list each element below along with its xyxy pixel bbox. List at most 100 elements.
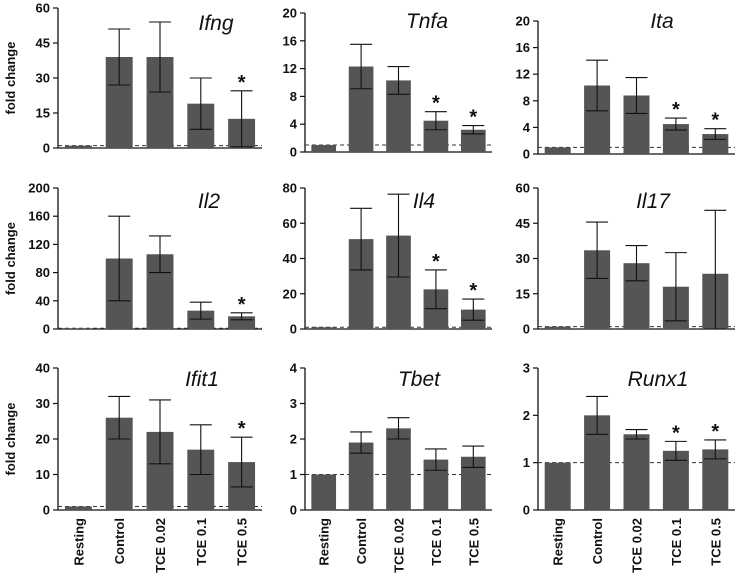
x-category-label: Control [590,518,605,564]
tnfa-bar [460,129,486,152]
il17-tick-label: 0 [523,322,530,337]
runx1-tick-label: 3 [523,361,530,376]
il17-bar [544,326,571,329]
y-axis-label: fold change [3,222,18,295]
il2-tick-label: 40 [36,293,50,308]
il17-tick-label: 30 [516,251,530,266]
il4-tick-label: 40 [283,251,297,266]
runx1-tick-label: 2 [523,408,530,423]
runx1-bar [702,449,729,510]
runx1-significance-star: * [672,422,680,444]
ifit1-tick-label: 0 [43,503,50,518]
x-category-label: Control [112,518,127,564]
runx1-significance-star: * [711,421,719,443]
ita-tick-label: 8 [523,93,530,108]
ifit1-tick-label: 10 [36,467,50,482]
ifng-tick-label: 15 [36,106,50,121]
x-category-label: Resting [551,518,566,566]
ifit1-tick-label: 40 [36,361,50,376]
il2-tick-label: 0 [43,322,50,337]
ifng-tick-label: 30 [36,71,50,86]
x-category-label: TCE 0.1 [194,518,209,566]
tnfa-bar [311,145,337,152]
tbet-bar [386,428,411,510]
ita-tick-label: 16 [516,40,530,55]
runx1-title: Runx1 [628,368,689,391]
ifng-tick-label: 45 [36,36,50,51]
il2-tick-label: 80 [36,265,50,280]
il4-tick-label: 0 [290,322,297,337]
ita-tick-label: 4 [523,120,531,135]
x-category-label: TCE 0.1 [669,518,684,566]
x-category-label: TCE 0.5 [235,518,250,566]
tbet-tick-label: 4 [290,361,298,376]
tbet-tick-label: 2 [290,432,297,447]
x-category-label: Control [354,518,369,564]
il2-tick-label: 120 [28,237,50,252]
il17-tick-label: 45 [516,216,530,231]
tnfa-tick-label: 16 [283,33,297,48]
ita-significance-star: * [672,99,680,121]
runx1-bar [544,462,571,510]
x-category-label: Resting [71,518,86,566]
ita-significance-star: * [711,110,719,132]
ifng-tick-label: 60 [36,1,50,16]
il4-significance-star: * [432,251,440,273]
il17-tick-label: 60 [516,181,530,196]
il4-significance-star: * [469,280,477,302]
x-category-label: TCE 0.5 [708,518,723,566]
x-category-label: TCE 0.1 [429,518,444,566]
x-category-label: TCE 0.02 [392,518,407,573]
runx1-tick-label: 0 [523,503,530,518]
ifit1-title: Ifit1 [185,368,219,391]
ifit1-bar [64,506,92,510]
ifit1-tick-label: 30 [36,396,50,411]
il4-bar [311,327,337,329]
ita-bar [544,147,571,154]
tbet-bar [311,474,337,510]
x-category-label: TCE 0.5 [466,518,481,566]
tnfa-tick-label: 0 [290,145,297,160]
il17-tick-label: 15 [516,286,530,301]
ifng-bar [64,145,92,148]
il17-title: Il17 [636,190,671,213]
tnfa-title: Tnfa [406,10,448,33]
ifit1-significance-star: * [238,418,246,440]
il2-tick-label: 200 [28,181,50,196]
tbet-title: Tbet [398,368,441,391]
x-category-label: TCE 0.02 [153,518,168,573]
il2-bar [187,310,215,329]
tnfa-tick-label: 20 [283,6,297,21]
tbet-bar [348,442,374,510]
tnfa-significance-star: * [469,107,477,129]
tbet-tick-label: 3 [290,396,297,411]
il4-tick-label: 60 [283,216,297,231]
y-axis-label: fold change [3,403,18,476]
ita-title: Ita [650,10,673,33]
il2-significance-star: * [238,294,246,316]
ifng-significance-star: * [238,72,246,94]
tnfa-significance-star: * [432,93,440,115]
x-category-label: Resting [317,518,332,566]
il2-bar [64,328,92,329]
tbet-tick-label: 0 [290,503,297,518]
ita-tick-label: 20 [516,14,530,29]
tbet-tick-label: 1 [290,467,297,482]
runx1-bar [623,434,650,510]
ifit1-tick-label: 20 [36,432,50,447]
tnfa-tick-label: 4 [290,117,298,132]
il4-title: Il4 [413,190,435,213]
runx1-tick-label: 1 [523,455,530,470]
il4-tick-label: 20 [283,286,297,301]
ita-tick-label: 12 [516,67,530,82]
ita-tick-label: 0 [523,147,530,162]
ifng-title: Ifng [198,12,233,35]
tnfa-tick-label: 12 [283,61,297,76]
il4-tick-label: 80 [283,181,297,196]
tnfa-tick-label: 8 [290,89,297,104]
il2-tick-label: 160 [28,209,50,224]
y-axis-label: fold change [3,42,18,115]
x-category-label: TCE 0.02 [630,518,645,573]
ifng-tick-label: 0 [43,141,50,156]
